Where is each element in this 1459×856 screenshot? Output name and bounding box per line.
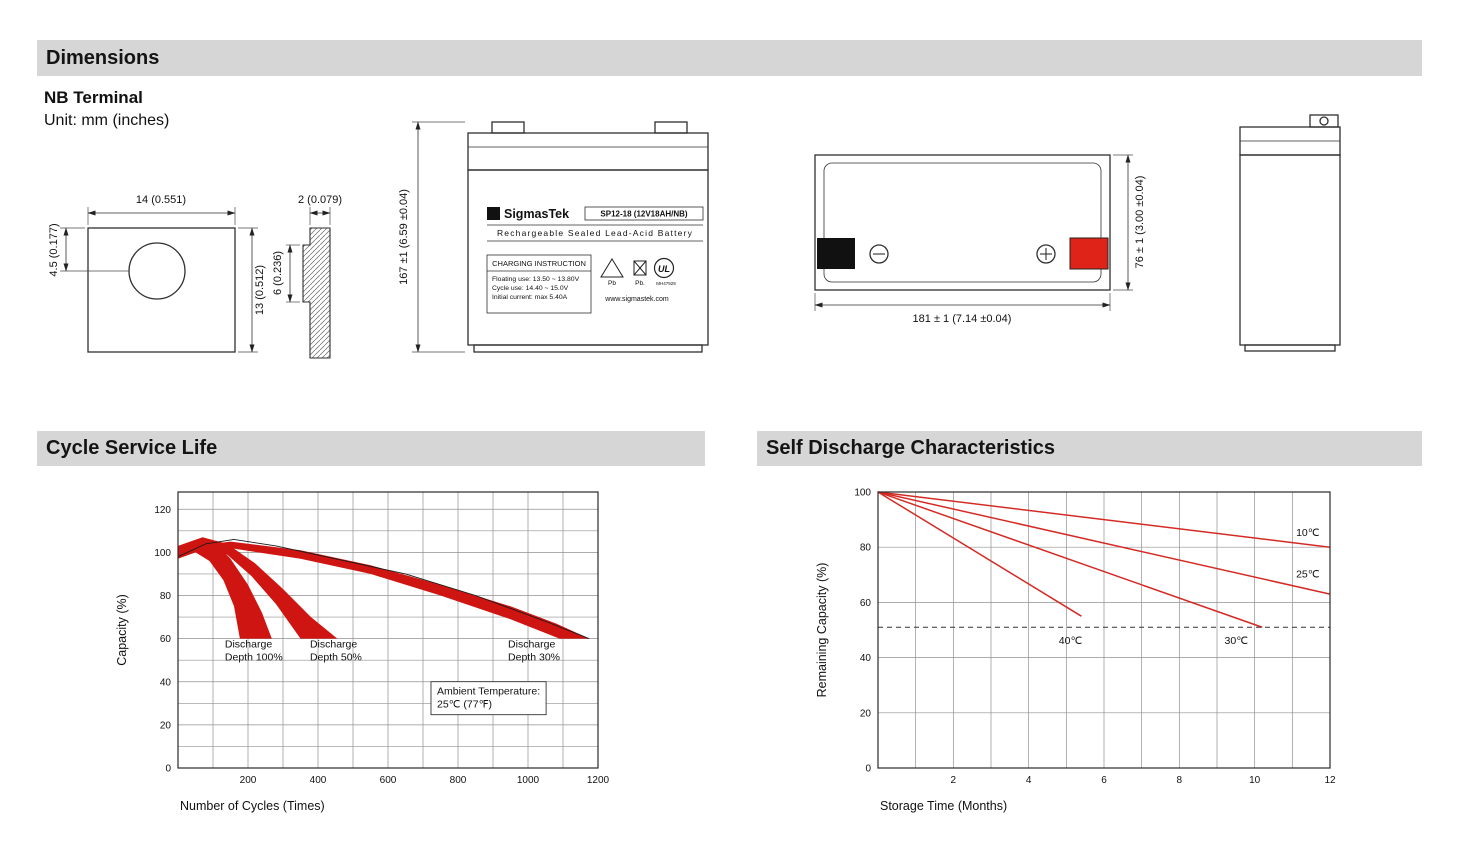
svg-text:120: 120 [154,505,171,516]
svg-text:60: 60 [160,634,172,645]
unit-note: Unit: mm (inches) [44,112,170,129]
section-header-self-discharge: Self Discharge Characteristics [757,431,1422,466]
charging-line-2: Cycle use: 14.40 ~ 15.0V [492,285,569,292]
svg-text:6: 6 [1101,775,1107,786]
recycle-icon [600,258,624,278]
svg-text:600: 600 [380,775,397,786]
dim-label-battery-length: 181 ± 1 (7.14 ±0.04) [913,313,1012,325]
negative-terminal [817,238,855,269]
nb-terminal-heading: NB Terminal [44,88,143,107]
svg-text:12: 12 [1324,775,1336,786]
svg-text:40: 40 [860,653,872,664]
svg-text:Number of Cycles (Times): Number of Cycles (Times) [180,799,325,813]
dimensions-drawings: 14 (0.551) 4.5 (0.177) 13 (0.512) 2 (0.0… [48,114,1341,359]
svg-text:10℃: 10℃ [1296,527,1320,539]
svg-text:80: 80 [860,543,872,554]
battery-top-view: 181 ± 1 (7.14 ±0.04) 76 ± 1 (3.00 ±0.04) [814,154,1146,325]
svg-text:30℃: 30℃ [1225,635,1249,647]
positive-terminal [1069,237,1109,270]
dim-label-terminal-width: 14 (0.551) [136,194,186,206]
svg-text:Remaining Capacity (%): Remaining Capacity (%) [815,563,829,698]
svg-text:4: 4 [1026,775,1032,786]
svg-text:100: 100 [154,548,171,559]
svg-text:1200: 1200 [587,775,610,786]
recycle-pb-label: Pb [608,280,616,287]
svg-text:100: 100 [854,488,871,499]
charging-line-1: Floating use: 13.50 ~ 13.80V [492,276,580,283]
terminal-hole [128,242,186,300]
svg-text:20: 20 [860,708,872,719]
section-title-cycle: Cycle Service Life [46,437,218,459]
terminal-front-view: 14 (0.551) 4.5 (0.177) 13 (0.512) [48,194,266,353]
self-discharge-chart: 2 4 6 8 10 12 0 20 40 60 80 100 Storage Time (Months… [815,488,1336,814]
minus-symbol-icon [869,244,889,264]
svg-text:800: 800 [450,775,467,786]
ul-file-number: MH47929 [656,281,676,286]
svg-text:Capacity (%): Capacity (%) [115,594,129,666]
no-trash-bin-icon [633,260,647,276]
svg-text:0: 0 [865,764,871,775]
svg-text:40℃: 40℃ [1059,635,1083,647]
battery-type-line: Rechargeable Sealed Lead-Acid Battery [497,228,693,238]
svg-text:10: 10 [1249,775,1261,786]
svg-text:40: 40 [160,677,172,688]
charging-line-3: Initial current: max 5.40A [492,294,568,301]
svg-text:8: 8 [1177,775,1183,786]
svg-text:Ambient Temperature:25℃ (77℉): Ambient Temperature: 25℃ (77℉) [437,686,540,711]
charging-instruction-title: CHARGING INSTRUCTION [492,259,586,268]
svg-text:400: 400 [310,775,327,786]
svg-text:80: 80 [160,591,172,602]
section-title-self-discharge: Self Discharge Characteristics [766,437,1056,459]
svg-text:200: 200 [240,775,257,786]
cycle-service-life-chart: 200 400 600 800 1000 1200 0 20 40 60 80 100 120 Numbe… [115,491,610,813]
brand-name: SigmasTek [504,207,569,221]
battery-front-view: Σ SigmasTek SP12-18 (12V18AH/NB) Recharg… [398,121,709,353]
svg-text:2: 2 [951,775,957,786]
dim-label-terminal-depth: 6 (0.236) [272,251,284,295]
section-header-dimensions: Dimensions [37,40,1422,76]
section-header-cycle-service-life: Cycle Service Life [37,431,705,466]
model-number: SP12-18 (12V18AH/NB) [600,210,687,219]
sigma-glyph: Σ [490,210,496,221]
dim-label-hole-offset: 4.5 (0.177) [48,223,60,276]
terminal-side-view: 2 (0.079) 6 (0.236) [272,194,342,359]
dim-label-terminal-height: 13 (0.512) [254,265,266,315]
website-url: www.sigmastek.com [604,296,669,303]
svg-text:Storage Time (Months): Storage Time (Months) [880,799,1007,813]
svg-text:1000: 1000 [517,775,540,786]
dim-label-battery-height: 167 ±1 (6.59 ±0.04) [398,189,410,285]
svg-text:0: 0 [165,764,171,775]
svg-text:60: 60 [860,598,872,609]
ul-mark-icon: UL [653,257,675,279]
dim-label-terminal-thickness: 2 (0.079) [298,194,342,206]
sigma-logo-icon [487,207,500,220]
battery-side-view [1239,114,1341,352]
bin-pb-label: Pb. [635,280,645,287]
dim-label-battery-width: 76 ± 1 (3.00 ±0.04) [1134,176,1146,269]
svg-text:UL: UL [658,264,670,274]
svg-text:20: 20 [160,720,172,731]
section-title-dimensions: Dimensions [46,46,160,69]
plus-symbol-icon [1036,244,1056,264]
svg-text:25℃: 25℃ [1296,569,1320,581]
